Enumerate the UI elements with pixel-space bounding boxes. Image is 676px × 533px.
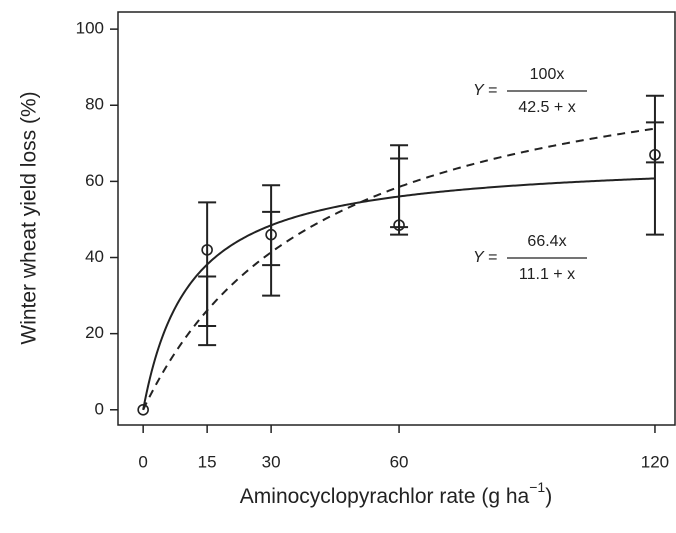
x-axis-label-sup: −1 bbox=[529, 479, 545, 495]
data-point bbox=[649, 148, 661, 161]
y-axis-label: Winter wheat yield loss (%) bbox=[18, 91, 41, 344]
data-point bbox=[201, 244, 213, 256]
data-point bbox=[137, 403, 149, 416]
equation-numerator: 66.4x bbox=[527, 233, 566, 250]
y-tick-label: 0 bbox=[95, 399, 104, 418]
y-tick-label: 80 bbox=[85, 95, 104, 114]
x-tick-label: 120 bbox=[641, 452, 669, 471]
x-tick-label: 0 bbox=[138, 452, 147, 471]
x-axis-label-suffix: ) bbox=[545, 485, 552, 508]
data-point bbox=[393, 219, 405, 231]
equation-numerator: 100x bbox=[530, 66, 565, 83]
y-tick-label: 100 bbox=[76, 19, 104, 38]
plot-frame bbox=[117, 11, 676, 426]
data-point bbox=[265, 228, 277, 241]
equation-lhs: Y = bbox=[473, 82, 497, 99]
fit-curve bbox=[142, 127, 656, 411]
x-axis-label-text: Aminocyclopyrachlor rate (g ha bbox=[240, 485, 530, 508]
y-tick-label: 40 bbox=[85, 247, 104, 266]
x-tick-label: 15 bbox=[198, 452, 217, 471]
equation-denominator: 42.5 + x bbox=[518, 99, 575, 116]
y-tick-label: 20 bbox=[85, 323, 104, 342]
equation-denominator: 11.1 + x bbox=[519, 266, 575, 283]
y-tick-label: 60 bbox=[85, 171, 104, 190]
x-axis-label: Aminocyclopyrachlor rate (g ha−1) bbox=[240, 479, 552, 508]
x-tick-label: 30 bbox=[262, 452, 281, 471]
x-tick-label: 60 bbox=[390, 452, 409, 471]
equation-lhs: Y = bbox=[473, 249, 497, 266]
